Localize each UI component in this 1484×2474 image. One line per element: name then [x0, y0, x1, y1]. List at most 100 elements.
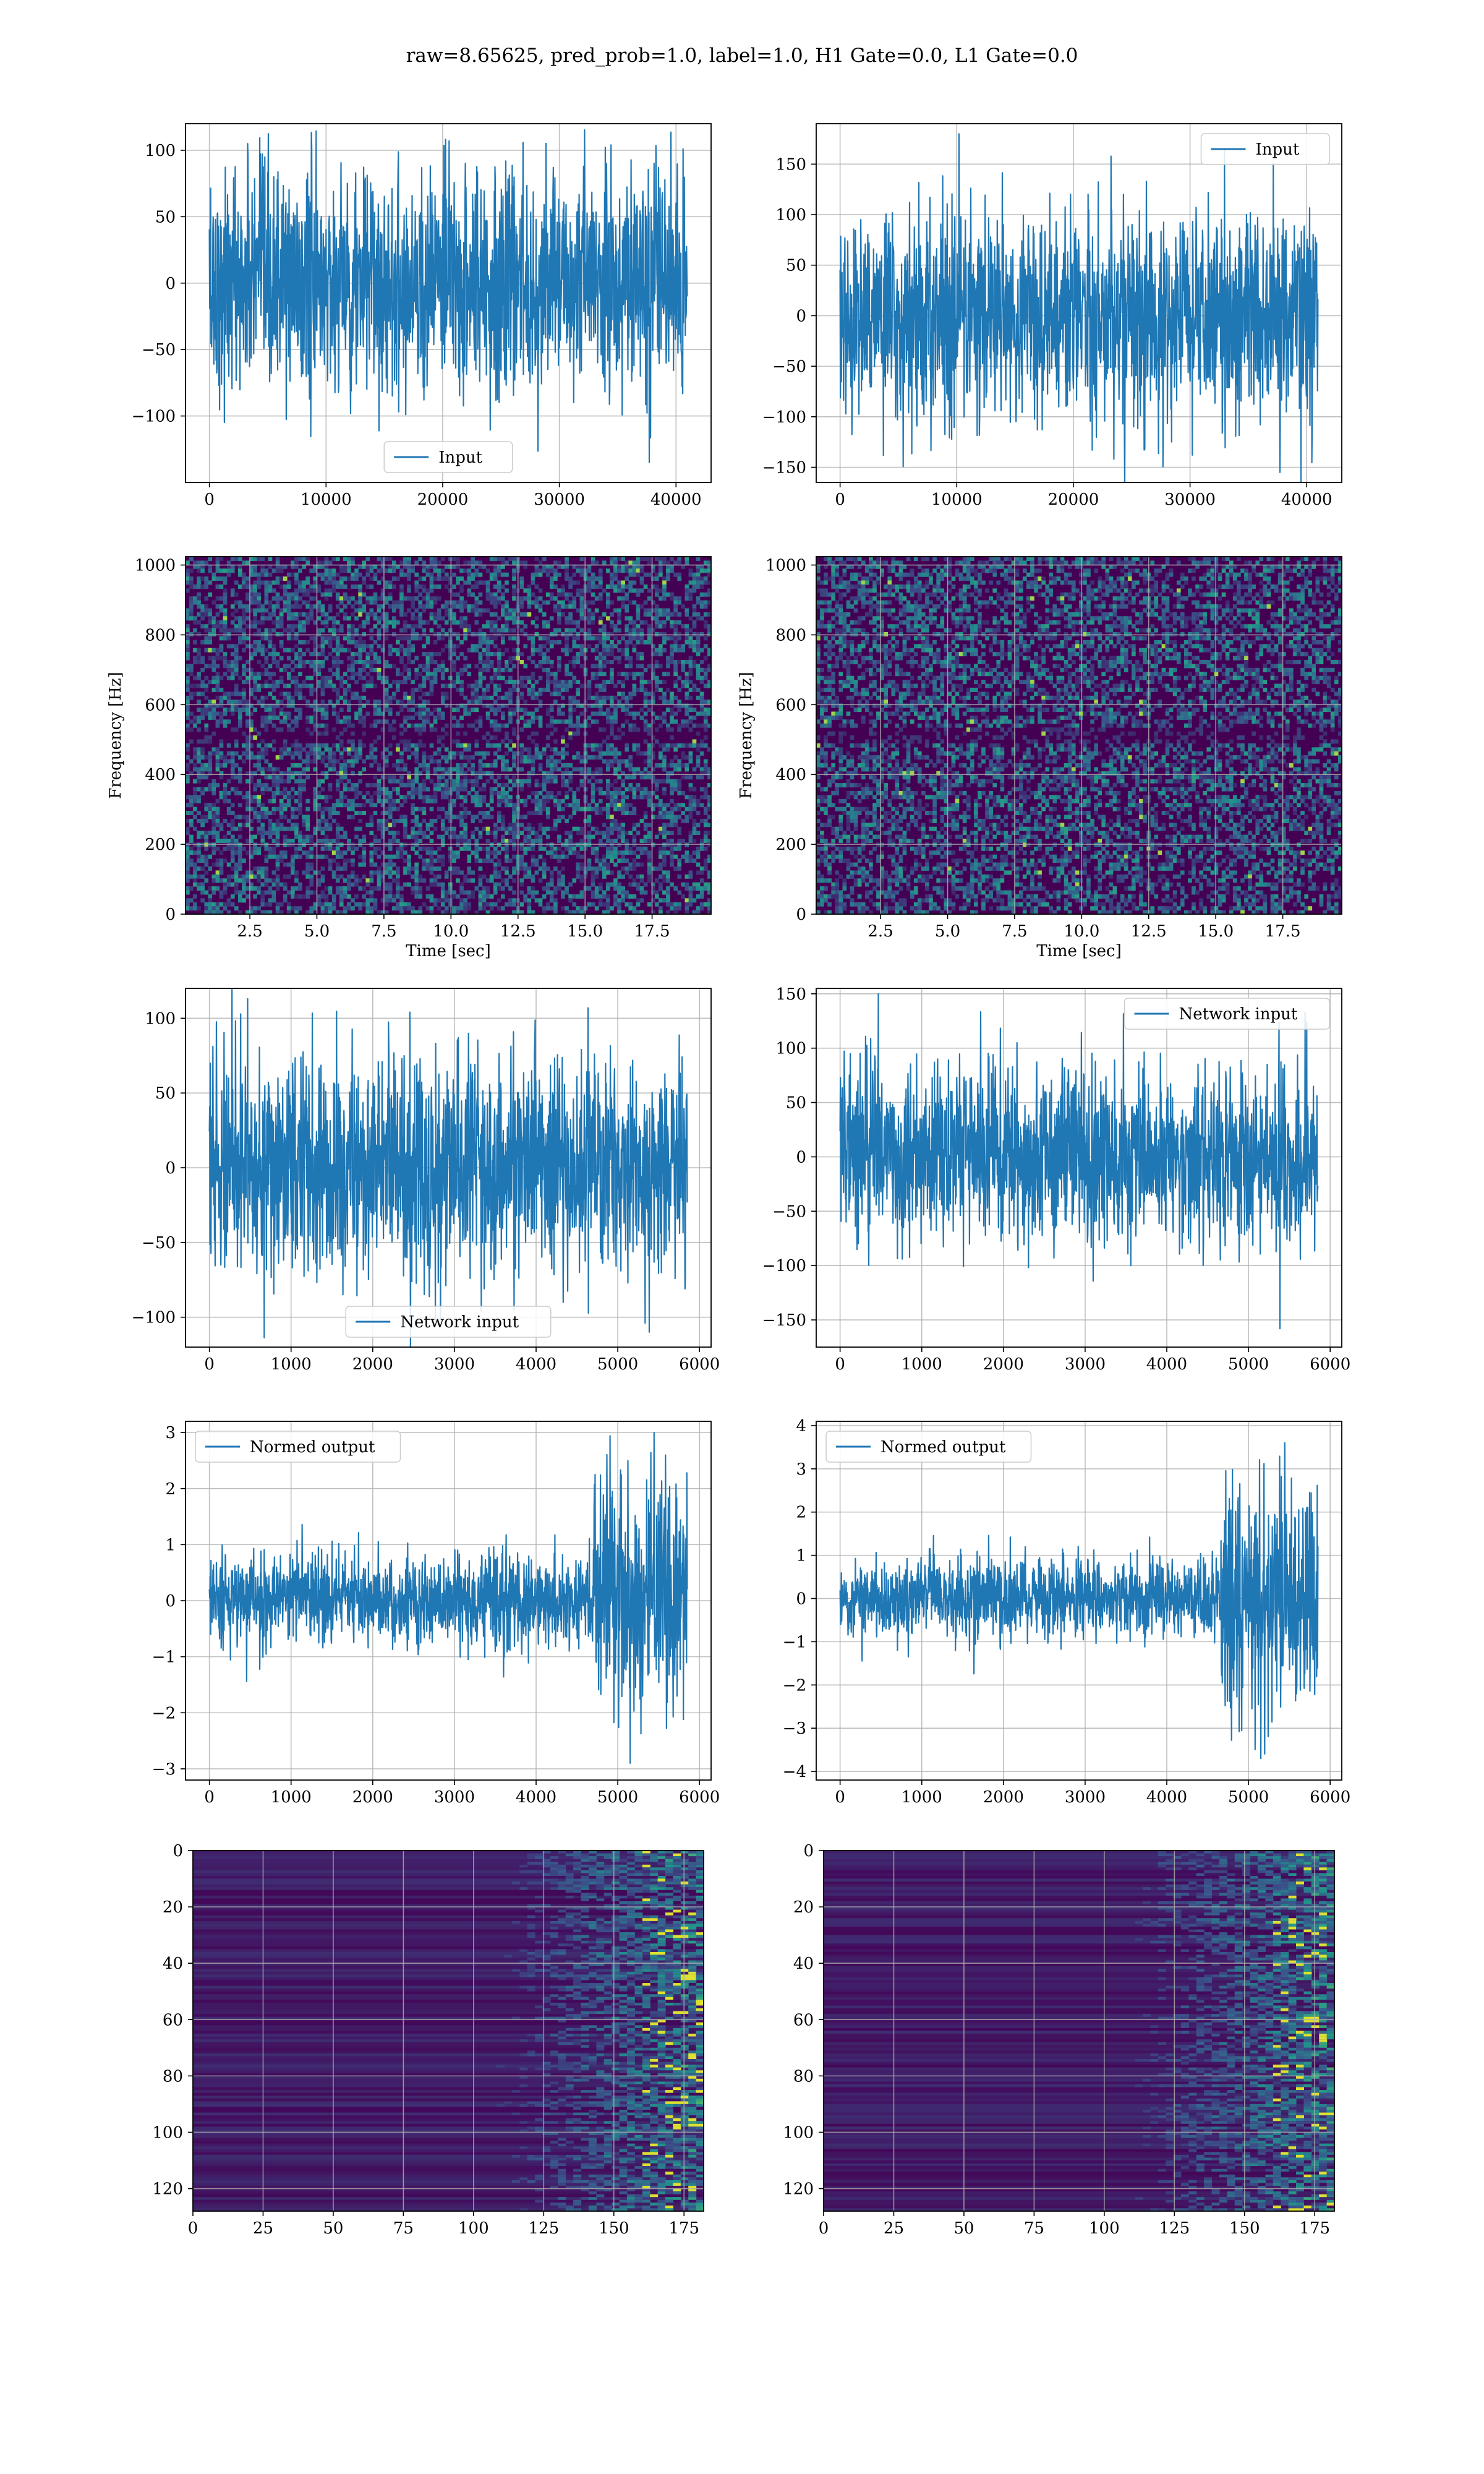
- heatmap-cell: [448, 644, 453, 649]
- heatmap-cell: [422, 834, 427, 839]
- heatmap-cell: [501, 818, 505, 823]
- heatmap-cell: [587, 564, 592, 569]
- heatmap-cell: [542, 600, 547, 605]
- heatmap-cell: [576, 831, 581, 836]
- heatmap-cell: [354, 711, 359, 716]
- heatmap-cell: [279, 675, 284, 680]
- heatmap-cell: [245, 743, 250, 748]
- heatmap-cell: [388, 743, 393, 748]
- heatmap-cell: [598, 751, 603, 756]
- heatmap-cell: [523, 759, 528, 764]
- heatmap-cell: [568, 787, 573, 792]
- heatmap-cell: [654, 815, 659, 820]
- heatmap-cell: [245, 560, 250, 565]
- heatmap-cell: [699, 700, 704, 704]
- heatmap-cell: [294, 656, 299, 661]
- heatmap-cell: [452, 612, 456, 617]
- heatmap-cell: [482, 624, 487, 629]
- heatmap-cell: [650, 807, 655, 811]
- heatmap-cell: [699, 576, 704, 581]
- heatmap-cell: [654, 592, 659, 597]
- heatmap-cell: [204, 664, 209, 669]
- heatmap-cell: [568, 723, 573, 728]
- heatmap-cell: [497, 588, 501, 593]
- heatmap-cell: [576, 803, 581, 808]
- heatmap-cell: [320, 787, 325, 792]
- heatmap-cell: [414, 751, 419, 756]
- heatmap-cell: [391, 616, 396, 621]
- heatmap-cell: [320, 683, 325, 688]
- heatmap-cell: [557, 656, 561, 661]
- heatmap-cell: [696, 731, 701, 736]
- heatmap-cell: [666, 803, 670, 808]
- heatmap-cell: [309, 687, 314, 692]
- heatmap-cell: [286, 779, 291, 784]
- heatmap-cell: [478, 803, 483, 808]
- heatmap-cell: [628, 811, 633, 815]
- heatmap-cell: [425, 823, 430, 828]
- heatmap-cell: [610, 612, 614, 617]
- heatmap-cell: [317, 790, 322, 795]
- heatmap-cell: [621, 790, 625, 795]
- heatmap-cell: [347, 576, 351, 581]
- heatmap-cell: [211, 823, 216, 828]
- heatmap-cell: [688, 719, 693, 724]
- heatmap-cell: [211, 779, 216, 784]
- heatmap-cell: [545, 811, 550, 815]
- heatmap-cell: [684, 636, 689, 641]
- heatmap-cell: [396, 640, 400, 644]
- heatmap-cell: [519, 779, 524, 784]
- heatmap-cell: [298, 648, 302, 653]
- heatmap-cell: [591, 636, 595, 641]
- heatmap-cell: [226, 759, 231, 764]
- heatmap-cell: [328, 568, 333, 573]
- heatmap-cell: [335, 667, 340, 672]
- heatmap-cell: [275, 767, 280, 772]
- heatmap-cell: [594, 675, 599, 680]
- heatmap-cell: [331, 632, 336, 636]
- heatmap-cell: [339, 576, 344, 581]
- heatmap-cell: [459, 743, 464, 748]
- heatmap-cell: [459, 640, 464, 644]
- heatmap-cell: [223, 652, 228, 657]
- heatmap-cell: [298, 557, 302, 561]
- heatmap-cell: [621, 759, 625, 764]
- heatmap-cell: [538, 811, 543, 815]
- heatmap-cell: [358, 695, 362, 700]
- heatmap-cell: [527, 755, 532, 760]
- heatmap-cell: [545, 815, 550, 820]
- heatmap-cell: [493, 826, 498, 831]
- heatmap-cell: [684, 608, 689, 613]
- heatmap-cell: [414, 584, 419, 589]
- heatmap-cell: [696, 798, 701, 803]
- heatmap-cell: [234, 691, 239, 696]
- heatmap-cell: [523, 803, 528, 808]
- heatmap-cell: [659, 743, 663, 748]
- heatmap-cell: [260, 767, 265, 772]
- heatmap-cell: [388, 807, 393, 811]
- heatmap-cell: [650, 628, 655, 633]
- heatmap-cell: [422, 798, 427, 803]
- heatmap-cell: [186, 831, 190, 836]
- heatmap-cell: [219, 620, 224, 625]
- heatmap-cell: [429, 604, 434, 609]
- heatmap-cell: [377, 636, 382, 641]
- x-tick-label: 0: [835, 490, 845, 509]
- heatmap-cell: [482, 636, 487, 641]
- heatmap-cell: [471, 572, 475, 577]
- heatmap-cell: [286, 656, 291, 661]
- heatmap-cell: [650, 695, 655, 700]
- heatmap-cell: [485, 640, 490, 644]
- heatmap-cell: [384, 612, 389, 617]
- heatmap-cell: [448, 803, 453, 808]
- heatmap-cell: [429, 596, 434, 601]
- heatmap-cell: [388, 708, 393, 712]
- heatmap-cell: [643, 759, 648, 764]
- heatmap-cell: [347, 779, 351, 784]
- heatmap-cell: [598, 596, 603, 601]
- heatmap-cell: [493, 652, 498, 657]
- heatmap-cell: [335, 604, 340, 609]
- heatmap-cell: [373, 747, 378, 752]
- heatmap-cell: [339, 680, 344, 685]
- heatmap-cell: [343, 719, 348, 724]
